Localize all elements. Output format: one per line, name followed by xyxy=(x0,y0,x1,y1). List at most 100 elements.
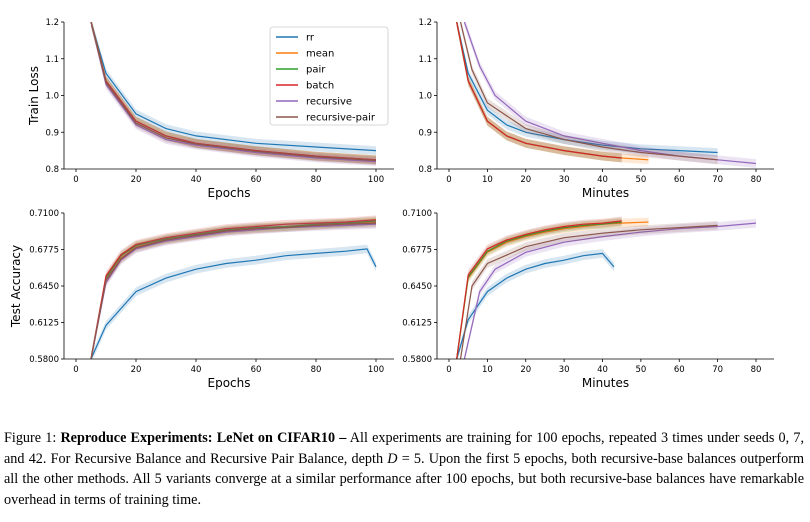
y-tick-label: 0.6775 xyxy=(402,246,432,256)
x-tick-label: 20 xyxy=(131,365,142,375)
x-tick-label: 40 xyxy=(191,175,202,185)
y-tick-label: 0.6125 xyxy=(402,319,432,329)
y-tick-label: 0.6450 xyxy=(29,282,59,292)
train-loss-epochs-plot: 0 20 40 60 80 100 0.8 0.9 1.0 1.1 1.2 Epochs Train L… xyxy=(27,18,394,200)
series-group xyxy=(90,22,377,167)
x-tick-label: 30 xyxy=(559,175,570,185)
x-axis-label: Minutes xyxy=(582,186,629,200)
y-tick-label: 0.6450 xyxy=(402,282,432,292)
caption-body-1: All experiments are training for 100 epo… xyxy=(4,430,804,467)
y-tick-label: 0.7100 xyxy=(29,209,59,219)
x-tick-label: 80 xyxy=(751,365,762,375)
caption-label: Figure 1: xyxy=(4,430,61,446)
series-line-recursive-pair xyxy=(459,22,718,161)
caption-math-eq: = 5 xyxy=(397,450,422,467)
y-tick-label: 1.2 xyxy=(45,18,59,28)
x-tick-label: 10 xyxy=(482,365,493,375)
x-tick-label: 20 xyxy=(520,365,531,375)
y-tick-label: 0.9 xyxy=(418,128,432,138)
legend-label-recursive-pair: recursive-pair xyxy=(306,113,376,124)
x-axis-label: Epochs xyxy=(208,186,251,200)
series-line-rr xyxy=(456,22,718,154)
series-line-pair xyxy=(456,221,622,359)
series-band-pair xyxy=(456,22,622,163)
series-group xyxy=(456,22,757,168)
y-tick-label: 1.0 xyxy=(418,92,432,102)
x-axis-label: Epochs xyxy=(208,376,251,390)
y-tick-label: 1.1 xyxy=(45,55,59,65)
x-tick-label: 60 xyxy=(251,365,262,375)
x-tick-label: 0 xyxy=(446,365,451,375)
x-tick-label: 0 xyxy=(73,365,78,375)
series-band-batch xyxy=(456,22,622,163)
x-tick-label: 40 xyxy=(191,365,202,375)
series-line-batch xyxy=(90,219,377,359)
x-tick-label: 80 xyxy=(311,175,322,185)
x-tick-label: 60 xyxy=(251,175,262,185)
x-tick-label: 50 xyxy=(635,365,646,375)
x-tick-label: 100 xyxy=(368,365,384,375)
x-tick-label: 60 xyxy=(674,365,685,375)
x-tick-label: 0 xyxy=(73,175,78,185)
series-line-rr xyxy=(90,248,377,359)
x-tick-label: 70 xyxy=(712,175,723,185)
y-axis-label: Train Loss xyxy=(27,66,41,126)
y-tick-label: 0.8 xyxy=(45,165,59,175)
series-line-rr xyxy=(456,252,615,359)
x-tick-label: 60 xyxy=(674,175,685,185)
series-line-batch xyxy=(456,22,622,159)
series-band-recursive-pair xyxy=(460,22,718,165)
figure-caption: Figure 1: Reproduce Experiments: LeNet o… xyxy=(4,428,804,510)
caption-math-var: D xyxy=(387,450,398,467)
y-tick-label: 0.9 xyxy=(45,128,59,138)
legend-label-batch: batch xyxy=(306,81,334,92)
legend-label-mean: mean xyxy=(306,49,334,60)
legend-label-recursive: recursive xyxy=(306,97,352,108)
series-band-batch xyxy=(91,215,376,359)
x-tick-label: 80 xyxy=(751,175,762,185)
x-tick-label: 70 xyxy=(712,365,723,375)
y-tick-label: 0.5800 xyxy=(402,355,432,365)
x-tick-label: 10 xyxy=(482,175,493,185)
legend: rr mean pair batch recursive recursive-pair xyxy=(269,26,389,126)
y-tick-label: 1.1 xyxy=(418,55,432,65)
y-axis-label: Test Accuracy xyxy=(9,245,23,328)
y-tick-label: 0.6775 xyxy=(29,246,59,256)
x-axis-label: Minutes xyxy=(582,376,629,390)
legend-frame xyxy=(269,26,389,126)
test-accuracy-minutes-plot: 0 10 20 30 40 50 60 70 80 0.5800 0.6125 0.6450 0.677… xyxy=(402,209,774,390)
x-tick-label: 0 xyxy=(446,175,451,185)
series-line-pair xyxy=(90,220,377,359)
y-tick-label: 1.2 xyxy=(418,18,432,28)
series-line-rr xyxy=(90,22,377,152)
legend-label-rr: rr xyxy=(306,33,315,44)
y-tick-label: 0.5800 xyxy=(29,355,59,365)
train-loss-minutes-plot: 0 10 20 30 40 50 60 70 80 0.8 0.9 1.0 1.1 1.2 Minutes xyxy=(418,18,774,200)
legend-label-pair: pair xyxy=(306,65,326,76)
series-line-recursive xyxy=(90,22,377,163)
series-group xyxy=(456,216,757,359)
y-tick-label: 1.0 xyxy=(45,92,59,102)
series-line-recursive xyxy=(463,222,757,359)
x-tick-label: 50 xyxy=(635,175,646,185)
x-tick-label: 30 xyxy=(559,365,570,375)
y-tick-label: 0.7100 xyxy=(402,209,432,219)
caption-body-2: . Upon the first 5 epochs, both recursiv… xyxy=(4,450,804,508)
series-line-recursive-pair xyxy=(459,224,718,359)
x-tick-label: 100 xyxy=(368,175,384,185)
x-tick-label: 20 xyxy=(520,175,531,185)
x-tick-label: 40 xyxy=(597,365,608,375)
caption-title: Reproduce Experiments: LeNet on CIFAR10 … xyxy=(60,430,347,446)
x-tick-label: 40 xyxy=(597,175,608,185)
x-tick-label: 20 xyxy=(131,175,142,185)
y-tick-label: 0.8 xyxy=(418,165,432,175)
test-accuracy-epochs-plot: 0 20 40 60 80 100 0.5800 0.6125 0.6450 0.6775 0.71… xyxy=(9,209,394,390)
x-tick-label: 80 xyxy=(311,365,322,375)
series-line-batch xyxy=(90,22,377,161)
series-line-batch xyxy=(456,220,622,359)
series-group xyxy=(90,215,377,359)
y-tick-label: 0.6125 xyxy=(29,319,59,329)
series-line-recursive xyxy=(90,223,377,359)
series-line-recursive-pair xyxy=(90,222,377,359)
